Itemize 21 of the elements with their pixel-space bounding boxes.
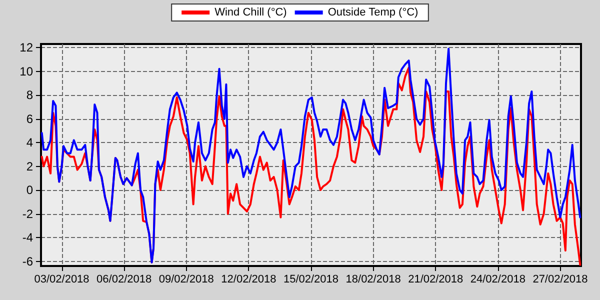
y-tick-label: 2 [26,159,34,174]
y-tick-label: 8 [26,88,34,102]
y-tick-label: 0 [26,183,34,198]
x-tick-label: 24/02/2018 [470,274,526,286]
y-tick-label: 4 [26,136,34,150]
y-tick-label: -4 [22,230,34,245]
y-tick-label: -2 [22,206,34,221]
x-tick-label: 12/02/2018 [221,274,276,286]
x-tick-label: 09/02/2018 [158,274,214,286]
x-tick-label: 27/02/2018 [532,274,588,286]
y-tick-label: -6 [22,254,34,268]
x-tick-label: 21/02/2018 [408,274,464,286]
x-tick-label: 18/02/2018 [346,274,401,286]
y-tick-label: 12 [20,40,34,55]
legend-label: Outside Temp (°C) [328,6,418,18]
x-tick-label: 06/02/2018 [96,274,152,286]
y-tick-label: 10 [20,64,34,78]
legend-label: Wind Chill (°C) [214,6,287,18]
x-tick-label: 03/02/2018 [34,274,90,286]
x-tick-label: 15/02/2018 [283,274,339,286]
y-tick-label: 6 [26,112,34,126]
